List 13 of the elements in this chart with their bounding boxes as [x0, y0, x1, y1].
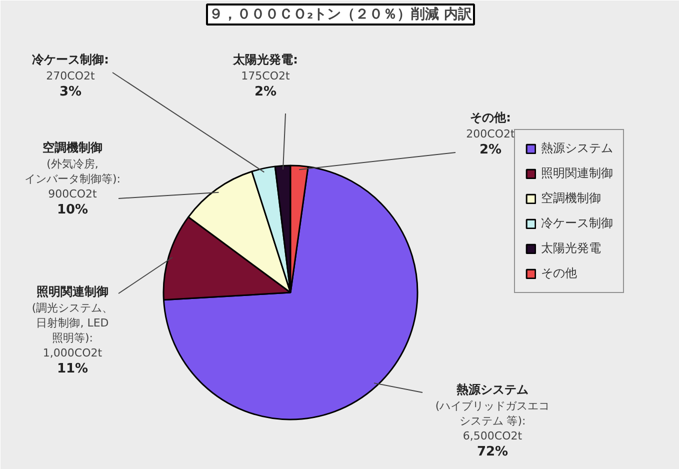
legend-label: 冷ケース制御	[541, 215, 613, 232]
legend-label: 空調機制御	[541, 190, 601, 207]
data-label: 冷ケース制御: 270CO2t 3%	[32, 52, 109, 100]
data-label: 空調機制御 (外気冷房, インバータ制御等): 900CO2t 10%	[24, 140, 120, 218]
chart-title: ９，０００ＣＯ₂トン（２０％）削減 内訳	[208, 6, 474, 22]
data-label: 照明関連制御 (調光システム、日射制御, LED照明等): 1,000CO2t 11%	[32, 284, 114, 376]
legend-label: 太陽光発電	[541, 240, 601, 257]
data-label: 太陽光発電: 175CO2t 2%	[232, 52, 298, 100]
legend-label: 照明関連制御	[541, 165, 613, 182]
legend-label: その他	[541, 265, 577, 282]
data-label: 熱源システム (ハイブリッドガスエコシステム 等): 6,500CO2t 72%	[435, 382, 550, 460]
data-label: その他: 200CO2t 2%	[466, 110, 516, 158]
legend-label: 熱源システム	[541, 140, 613, 157]
